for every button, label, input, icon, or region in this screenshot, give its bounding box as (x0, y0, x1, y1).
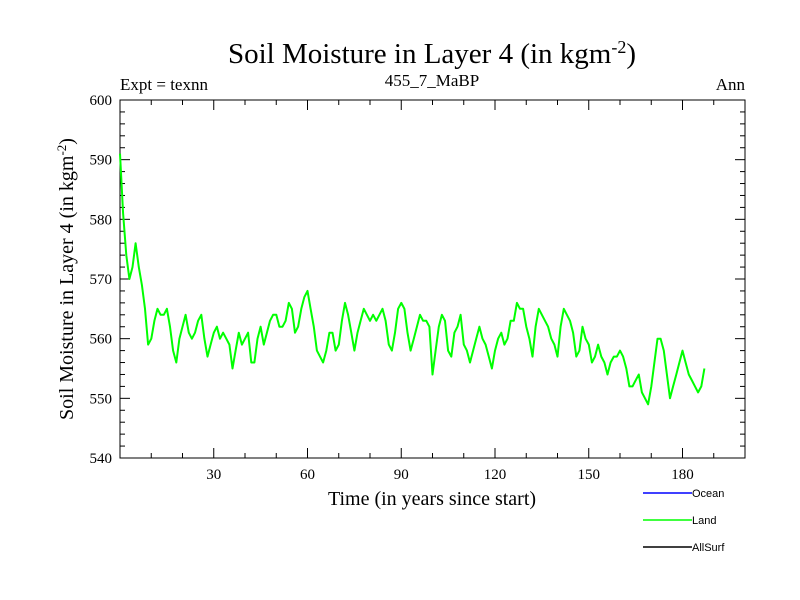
legend-label-allsurf: AllSurf (692, 542, 725, 554)
series-layer (119, 153, 706, 406)
y-tick-label: 540 (90, 451, 113, 467)
y-tick-label: 580 (90, 212, 113, 228)
x-tick-label: 90 (394, 467, 409, 483)
series-line-land (119, 153, 706, 406)
y-axis-label: Soil Moisture in Layer 4 (in kgm-2) (54, 138, 79, 420)
y-tick-label: 560 (90, 332, 113, 348)
chart-title: Soil Moisture in Layer 4 (in kgm-2) (228, 37, 636, 70)
subtitle-season: Ann (716, 75, 746, 94)
y-tick-label: 590 (90, 153, 113, 169)
x-tick-label: 30 (206, 467, 221, 483)
legend-label-land: Land (692, 515, 716, 527)
plot-border (119, 99, 746, 459)
x-tick-label: 120 (484, 467, 507, 483)
legend-label-ocean: Ocean (692, 488, 724, 500)
chart-title-superscript: -2 (611, 37, 626, 57)
y-axis-label-superscript: -2 (54, 145, 69, 156)
y-tick-label: 550 (90, 391, 113, 407)
x-tick-label: 180 (671, 467, 694, 483)
y-tick-label: 600 (90, 93, 113, 109)
x-axis-label: Time (in years since start) (328, 488, 536, 510)
subtitle-period: 455_7_MaBP (385, 71, 479, 90)
x-tick-label: 60 (300, 467, 315, 483)
subtitle-experiment: Expt = texnn (120, 75, 208, 94)
legend: Ocean Land AllSurf (643, 488, 725, 554)
plot-frame (119, 99, 746, 459)
axis-ticks: 30 60 90 120 150 180 540 550 560 570 580 590 600 (90, 93, 745, 483)
x-tick-label: 150 (578, 467, 601, 483)
y-tick-label: 570 (90, 272, 113, 288)
